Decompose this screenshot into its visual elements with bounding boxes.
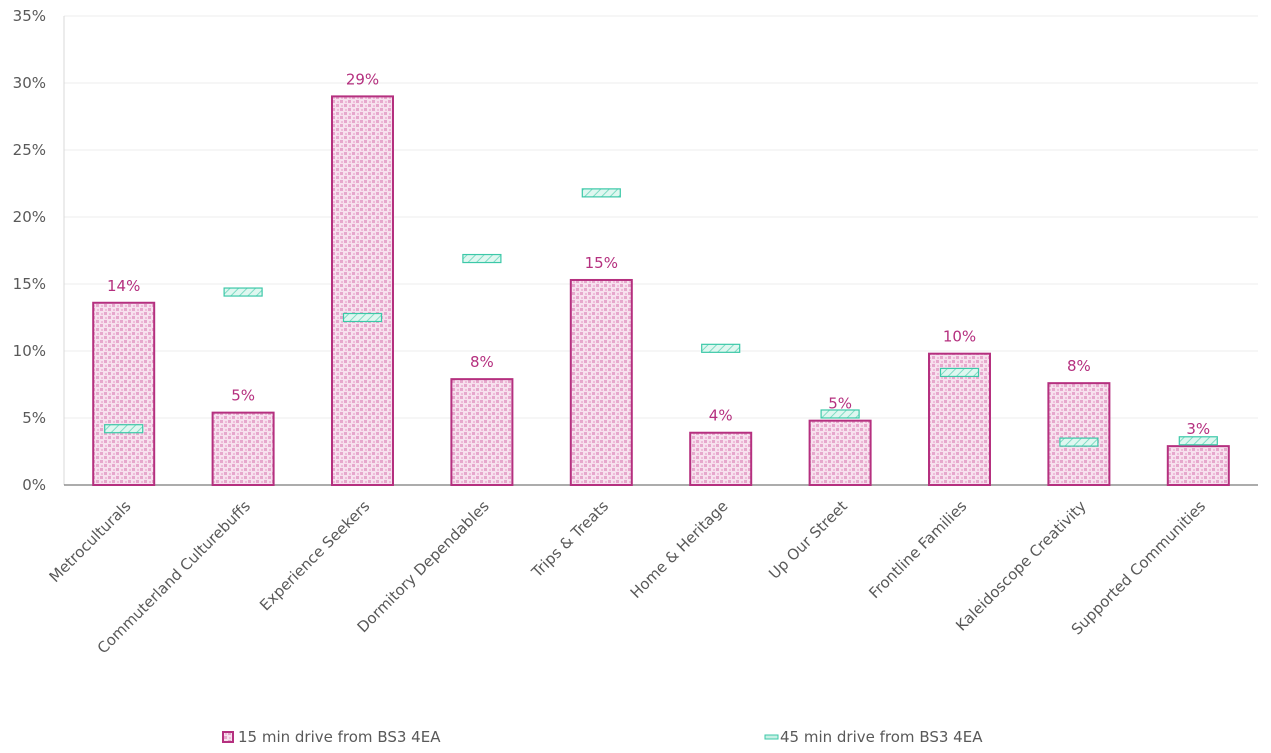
legend-swatch-15min <box>222 731 234 743</box>
y-tick-label: 25% <box>13 141 46 159</box>
data-label: 8% <box>1067 357 1091 375</box>
y-tick-label: 35% <box>13 7 46 25</box>
legend-label-45min: 45 min drive from BS3 4EA <box>780 728 983 746</box>
bar <box>211 411 275 487</box>
legend-label-15min: 15 min drive from BS3 4EA <box>238 728 441 746</box>
gridlines <box>64 15 1258 419</box>
x-category-label: Metroculturals <box>46 497 135 586</box>
data-label: 8% <box>470 353 494 371</box>
data-label: 5% <box>231 387 255 405</box>
dash-marker <box>939 367 980 378</box>
dash-marker <box>462 253 502 264</box>
data-label: 5% <box>828 395 852 413</box>
bar <box>450 378 514 487</box>
x-category-label: Trips & Treats <box>527 497 612 582</box>
y-tick-label: 5% <box>22 409 46 427</box>
dash-marker <box>581 188 621 198</box>
dash-marker <box>342 312 383 323</box>
bar <box>569 278 633 487</box>
bar <box>331 95 394 487</box>
bar-series <box>92 95 1230 487</box>
y-tick-label: 15% <box>13 275 46 293</box>
data-label: 3% <box>1186 420 1210 438</box>
data-label: 14% <box>107 277 140 295</box>
bar <box>92 301 156 487</box>
data-label: 10% <box>943 328 976 346</box>
y-tick-label: 10% <box>13 342 46 360</box>
x-category-label: Dormitory Dependables <box>354 497 493 636</box>
bar <box>808 419 872 486</box>
dash-marker <box>1178 436 1218 446</box>
dash-marker <box>223 287 263 297</box>
dash-marker <box>104 424 144 434</box>
x-category-label: Frontline Families <box>865 497 970 602</box>
legend: 15 min drive from BS3 4EA 45 min drive fr… <box>222 728 983 746</box>
data-label: 4% <box>709 407 733 425</box>
x-category-label: Home & Heritage <box>627 497 732 602</box>
dash-marker <box>820 409 860 419</box>
bar <box>1047 382 1111 486</box>
y-tick-label: 30% <box>13 74 46 92</box>
x-category-label: Kaleidoscope Creativity <box>952 497 1090 635</box>
data-label: 29% <box>346 70 379 88</box>
x-category-label: Supported Communities <box>1068 497 1210 639</box>
data-label: 15% <box>585 254 618 272</box>
bar <box>1166 445 1230 487</box>
x-category-label: Up Our Street <box>765 497 851 583</box>
dash-marker <box>1059 437 1099 447</box>
dash-marker <box>701 343 741 353</box>
x-category-label: Experience Seekers <box>256 497 373 614</box>
y-tick-label: 20% <box>13 208 46 226</box>
y-tick-label: 0% <box>22 476 46 494</box>
legend-swatch-45min <box>764 734 779 740</box>
axes: 0%5%10%15%20%25%30%35%MetroculturalsComm… <box>13 7 1258 657</box>
data-labels: 14% 5% 29% 8% 15% 4% 5% 10% 8% 3% <box>107 70 1210 438</box>
dash-series <box>104 188 1218 447</box>
bar <box>689 431 753 486</box>
